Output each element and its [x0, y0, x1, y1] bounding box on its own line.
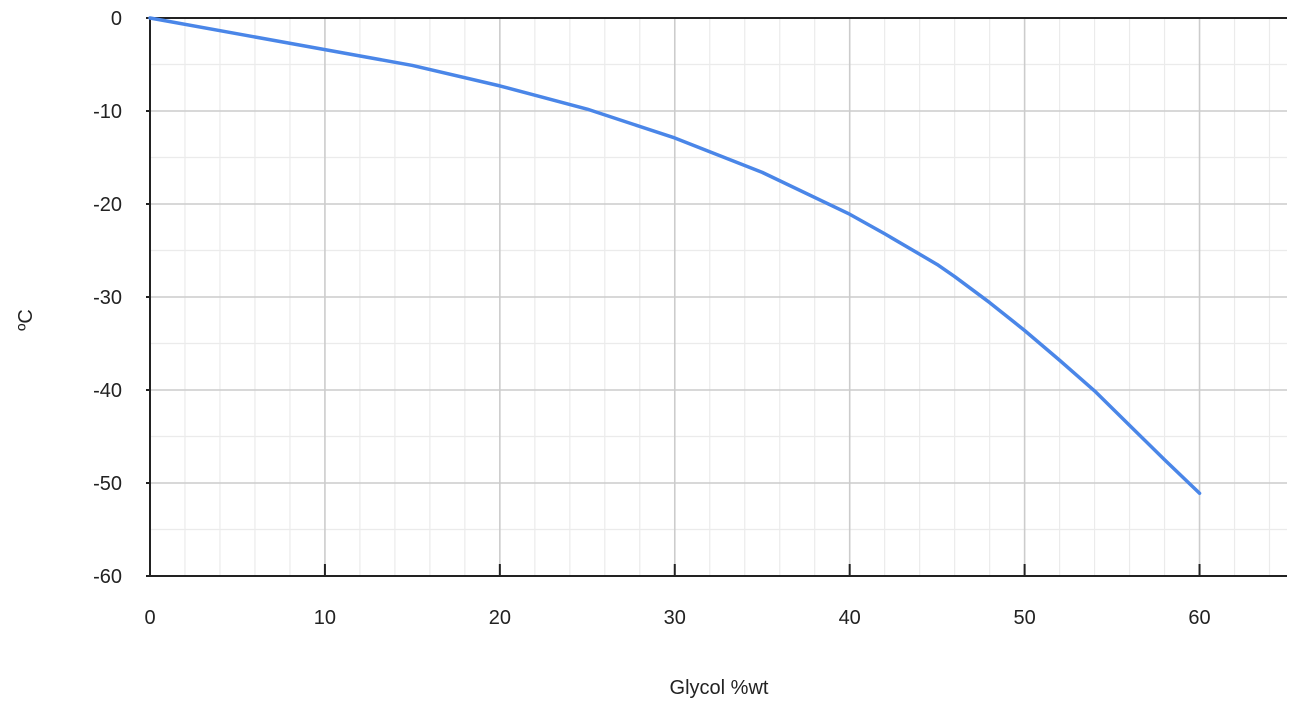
x-axis-title: Glycol %wt	[670, 677, 769, 699]
x-tick-label: 40	[839, 607, 861, 629]
x-tick-label: 60	[1188, 607, 1210, 629]
y-tick-label: -30	[93, 287, 122, 309]
x-tick-label: 30	[664, 607, 686, 629]
y-axis-title: ºC	[15, 309, 37, 331]
x-tick-label: 50	[1013, 607, 1035, 629]
tick-labels: 0 10 20 30 40 50 60 0 -10 -20 -30 -40 -50 -60	[93, 8, 1211, 629]
x-tick-label: 10	[314, 607, 336, 629]
x-tick-label: 0	[144, 607, 155, 629]
y-tick-label: 0	[111, 8, 122, 30]
y-tick-label: -50	[93, 473, 122, 495]
major-grid	[150, 18, 1287, 576]
x-tick-label: 20	[489, 607, 511, 629]
y-tick-label: -10	[93, 101, 122, 123]
y-tick-label: -40	[93, 380, 122, 402]
y-tick-label: -20	[93, 194, 122, 216]
series-layer	[148, 16, 1202, 495]
series-line	[148, 16, 1202, 495]
y-tick-label: -60	[93, 566, 122, 588]
axes	[146, 17, 1287, 577]
